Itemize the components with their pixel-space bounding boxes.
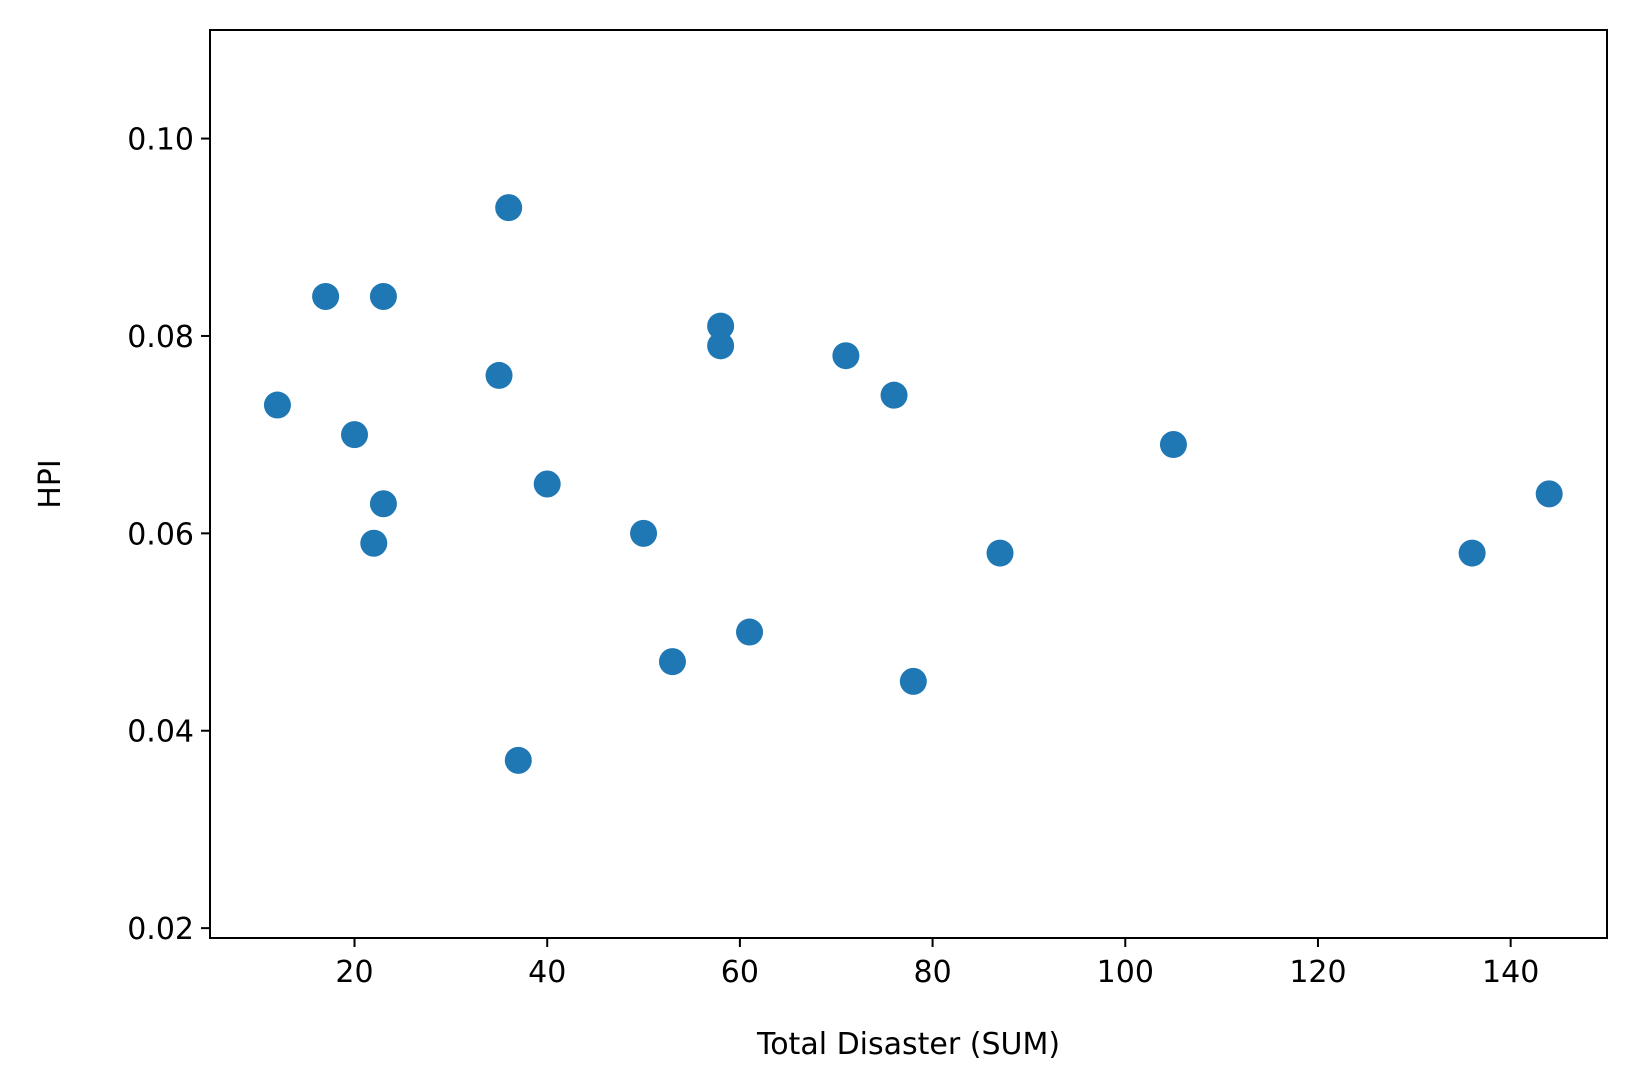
y-axis-label: HPI bbox=[33, 459, 68, 509]
scatter-point bbox=[832, 342, 860, 370]
ticks-layer: 20 40 60 80 100 120 140 0.02 0.04 0.06 0.08 0.10 bbox=[127, 123, 1539, 990]
scatter-point bbox=[880, 381, 908, 409]
x-tick-label: 20 bbox=[335, 955, 373, 990]
x-tick-label: 40 bbox=[528, 955, 566, 990]
scatter-point bbox=[533, 470, 561, 498]
scatter-point bbox=[263, 391, 291, 419]
x-tick-label: 100 bbox=[1097, 955, 1154, 990]
y-tick-label: 0.08 bbox=[127, 320, 194, 355]
scatter-point bbox=[312, 282, 340, 310]
y-tick-label: 0.06 bbox=[127, 517, 194, 552]
scatter-point bbox=[1458, 539, 1486, 567]
scatter-point bbox=[369, 282, 397, 310]
scatter-point bbox=[495, 194, 523, 222]
x-tick-label: 140 bbox=[1482, 955, 1539, 990]
scatter-point bbox=[1159, 431, 1187, 459]
scatter-point bbox=[341, 421, 369, 449]
scatter-point bbox=[360, 529, 388, 557]
scatter-point bbox=[485, 361, 513, 389]
x-tick-label: 80 bbox=[913, 955, 951, 990]
scatter-point bbox=[736, 618, 764, 646]
points-layer bbox=[263, 194, 1563, 774]
scatter-point bbox=[986, 539, 1014, 567]
scatter-point bbox=[630, 519, 658, 547]
scatter-point bbox=[707, 332, 735, 360]
scatter-point bbox=[707, 312, 735, 340]
x-axis-label: Total Disaster (SUM) bbox=[756, 1027, 1060, 1062]
y-tick-label: 0.10 bbox=[127, 123, 194, 158]
plot-frame bbox=[209, 29, 1608, 939]
y-tick-label: 0.04 bbox=[127, 715, 194, 750]
scatter-point bbox=[1535, 480, 1563, 508]
scatter-point bbox=[504, 746, 532, 774]
scatter-point bbox=[369, 490, 397, 518]
y-tick-label: 0.02 bbox=[127, 912, 194, 947]
scatter-point bbox=[899, 667, 927, 695]
scatter-point bbox=[658, 648, 686, 676]
x-tick-label: 60 bbox=[721, 955, 759, 990]
x-tick-label: 120 bbox=[1289, 955, 1346, 990]
